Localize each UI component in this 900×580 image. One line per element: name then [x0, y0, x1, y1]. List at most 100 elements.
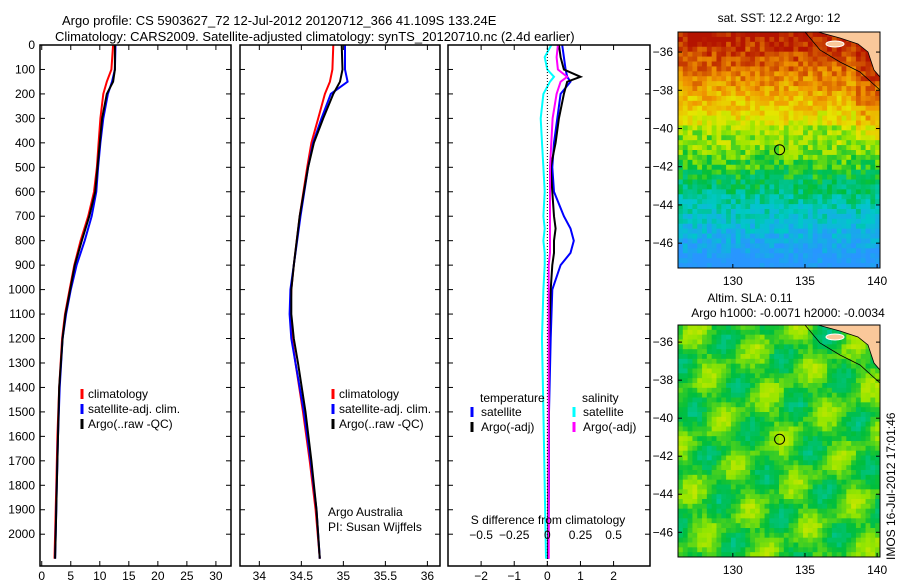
map-cell — [831, 258, 838, 264]
map-cell — [812, 56, 818, 62]
map-cell — [759, 110, 766, 117]
map-cell — [846, 125, 852, 131]
y-tick-label: −38 — [653, 373, 674, 387]
map-cell — [678, 421, 684, 427]
y-tick-label: 500 — [15, 160, 35, 174]
map-cell — [807, 61, 814, 67]
map-cell — [697, 169, 703, 176]
map-cell — [754, 253, 761, 259]
map-cell — [846, 354, 852, 360]
map-cell — [807, 465, 814, 471]
map-cell — [846, 91, 852, 97]
map-cell — [730, 199, 737, 205]
map-cell — [735, 489, 742, 495]
map-cell — [860, 523, 867, 529]
map-cell — [803, 86, 809, 92]
map-cell — [726, 547, 732, 553]
map-cell — [803, 169, 809, 176]
map-cell — [702, 373, 708, 379]
map-cell — [702, 194, 708, 200]
map-cell — [706, 445, 713, 452]
map-cell — [774, 56, 780, 62]
map-cell — [682, 354, 689, 360]
map-cell — [678, 159, 684, 166]
map-cell — [807, 115, 814, 121]
map-cell — [740, 416, 746, 423]
x2-tick-label: 0.5 — [605, 528, 622, 542]
map-cell — [692, 450, 698, 456]
map-cell — [706, 41, 713, 48]
map-cell — [812, 228, 818, 235]
map-cell — [682, 465, 689, 471]
map-cell — [779, 528, 785, 534]
map-cell — [745, 513, 751, 519]
map-cell — [750, 258, 756, 264]
map-cell — [865, 248, 871, 254]
map-cell — [875, 95, 881, 102]
map-cell — [764, 105, 770, 112]
map-cell — [721, 46, 727, 53]
map-cell — [875, 552, 881, 558]
map-cell — [836, 223, 843, 230]
map-cell — [682, 387, 689, 394]
map-cell — [711, 213, 717, 220]
map-cell — [706, 392, 713, 398]
map-cell — [740, 76, 746, 82]
map-cell — [851, 100, 857, 107]
map-cell — [740, 91, 746, 97]
map-cell — [870, 532, 876, 539]
map-cell — [721, 499, 727, 505]
map-cell — [764, 339, 770, 345]
map-cell — [807, 51, 814, 58]
map-cell — [783, 358, 790, 365]
map-cell — [764, 218, 770, 225]
map-cell — [754, 349, 761, 355]
map-cell — [783, 184, 790, 190]
map-cell — [841, 474, 847, 481]
map-cell — [851, 179, 857, 185]
map-cell — [870, 238, 876, 244]
map-cell — [846, 56, 852, 62]
map-cell — [764, 233, 770, 239]
map-cell — [846, 503, 852, 510]
map-cell — [779, 135, 785, 141]
map-cell — [798, 489, 804, 495]
map-cell — [759, 130, 766, 136]
panel-frame — [239, 44, 441, 567]
x-tick-label: 2 — [610, 569, 617, 580]
map-cell — [783, 532, 790, 539]
map-cell — [697, 412, 703, 418]
x-tick-label: 35 — [337, 569, 351, 580]
map-cell — [831, 402, 838, 408]
map-cell — [827, 329, 833, 336]
map-cell — [678, 56, 684, 62]
map-cell — [726, 426, 732, 432]
map-cell — [865, 479, 871, 485]
map-cell — [860, 105, 867, 112]
map-cell — [754, 115, 761, 121]
map-cell — [860, 51, 867, 58]
map-cell — [754, 412, 761, 418]
legend-label: Argo(-adj) — [481, 420, 534, 434]
map-cell — [740, 238, 746, 244]
map-cell — [807, 532, 814, 539]
map-cell — [855, 407, 862, 413]
map-cell — [750, 397, 756, 403]
map-cell — [726, 518, 732, 524]
map-cell — [798, 71, 804, 77]
map-cell — [721, 455, 727, 461]
map-cell — [827, 479, 833, 485]
map-cell — [860, 392, 867, 398]
map-cell — [788, 508, 794, 514]
map-cell — [865, 508, 871, 514]
map-cell — [846, 61, 852, 67]
map-cell — [793, 174, 799, 180]
map-cell — [807, 189, 814, 195]
map-cell — [716, 159, 722, 166]
map-cell — [779, 120, 785, 126]
map-cell — [860, 363, 867, 369]
map-cell — [711, 416, 717, 423]
map-cell — [764, 91, 770, 97]
map-cell — [779, 334, 785, 340]
map-cell — [875, 194, 881, 200]
